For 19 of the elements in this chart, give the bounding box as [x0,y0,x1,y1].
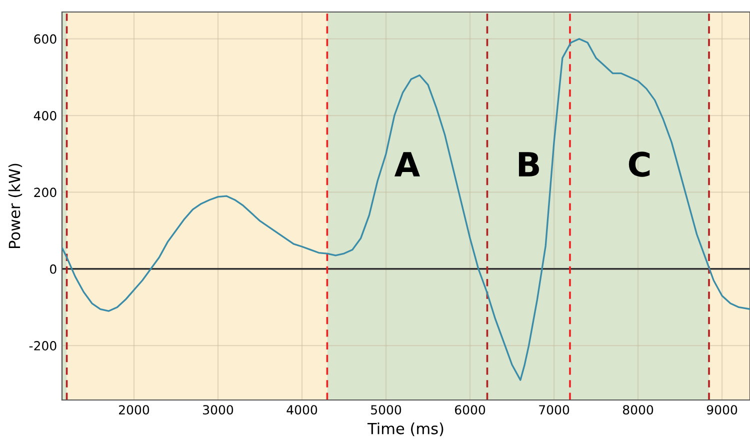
x-tick-label: 8000 [622,405,654,415]
x-tick-label: 2000 [119,405,150,415]
y-tick-label: 600 [34,34,56,44]
y-tick-label: 200 [34,188,56,198]
x-tick-label: 5000 [371,405,402,415]
y-tick-label: 0 [50,264,56,274]
x-axis-title: Time (ms) [367,422,444,436]
annotation: C [628,152,650,177]
x-tick-label: 4000 [286,405,318,415]
line-series [62,38,750,381]
x-tick-label: 3000 [203,405,234,415]
x-tick-label: 9000 [706,405,738,415]
annotation: A [394,152,420,176]
x-tick-label: 7000 [539,405,570,415]
annotation: B [518,152,539,176]
y-axis-title: Power (kW) [8,164,22,248]
y-tick-label: -200 [29,341,56,350]
x-tick-label: 6000 [454,405,486,415]
y-tick-label: 400 [34,110,56,120]
